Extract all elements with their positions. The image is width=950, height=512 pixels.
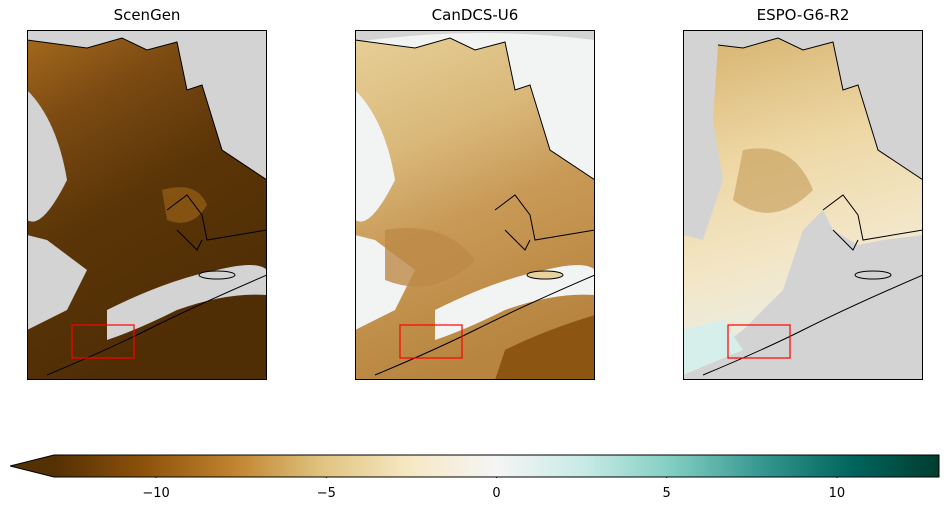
map-panel-candcs xyxy=(355,30,595,380)
anticosti-island xyxy=(198,270,236,280)
panel-frame xyxy=(27,30,267,380)
panel-frame xyxy=(683,30,923,380)
colorbar-tick-label: 5 xyxy=(662,486,671,501)
highlight-box xyxy=(399,324,463,359)
hudson-bay xyxy=(27,90,67,222)
labrador-patch xyxy=(162,187,207,223)
panel-title-scengen: ScenGen xyxy=(113,6,181,24)
panel-title-candcs: CanDCS-U6 xyxy=(431,6,519,24)
colorbar-tick-label: 10 xyxy=(828,486,846,501)
map-panel-scengen xyxy=(27,30,267,380)
highlight-box xyxy=(71,324,135,359)
panel-frame xyxy=(355,30,595,380)
coastline xyxy=(717,37,923,181)
colorbar xyxy=(9,454,940,478)
warm-patch xyxy=(385,228,475,287)
river-line xyxy=(374,274,595,376)
colorbar-outline xyxy=(9,454,940,478)
land-mass xyxy=(683,38,923,370)
st-lawrence-gulf xyxy=(107,265,267,340)
coastline xyxy=(27,37,267,181)
border-line xyxy=(494,194,595,251)
anticosti-island xyxy=(526,270,564,280)
border-line xyxy=(822,194,923,251)
st-lawrence-gulf xyxy=(435,265,595,340)
colorbar-gradient xyxy=(54,455,939,477)
coastline xyxy=(355,37,595,181)
border-line xyxy=(166,194,267,251)
hudson-bay xyxy=(355,90,395,222)
colorbar-tick-label: 0 xyxy=(492,486,501,501)
panel-title-espo: ESPO-G6-R2 xyxy=(756,6,850,24)
colorbar-tick-label: −10 xyxy=(142,486,170,501)
river-line xyxy=(702,274,923,376)
colorbar-extend-arrow xyxy=(10,455,54,477)
river-line xyxy=(46,274,267,376)
map-panel-espo xyxy=(683,30,923,380)
top-arc xyxy=(355,30,595,42)
highlight-box xyxy=(727,324,791,359)
colorbar-tick-label: −5 xyxy=(316,486,336,501)
warm-patch xyxy=(733,148,813,213)
maritimes-land xyxy=(495,315,595,380)
anticosti-island xyxy=(854,270,892,280)
